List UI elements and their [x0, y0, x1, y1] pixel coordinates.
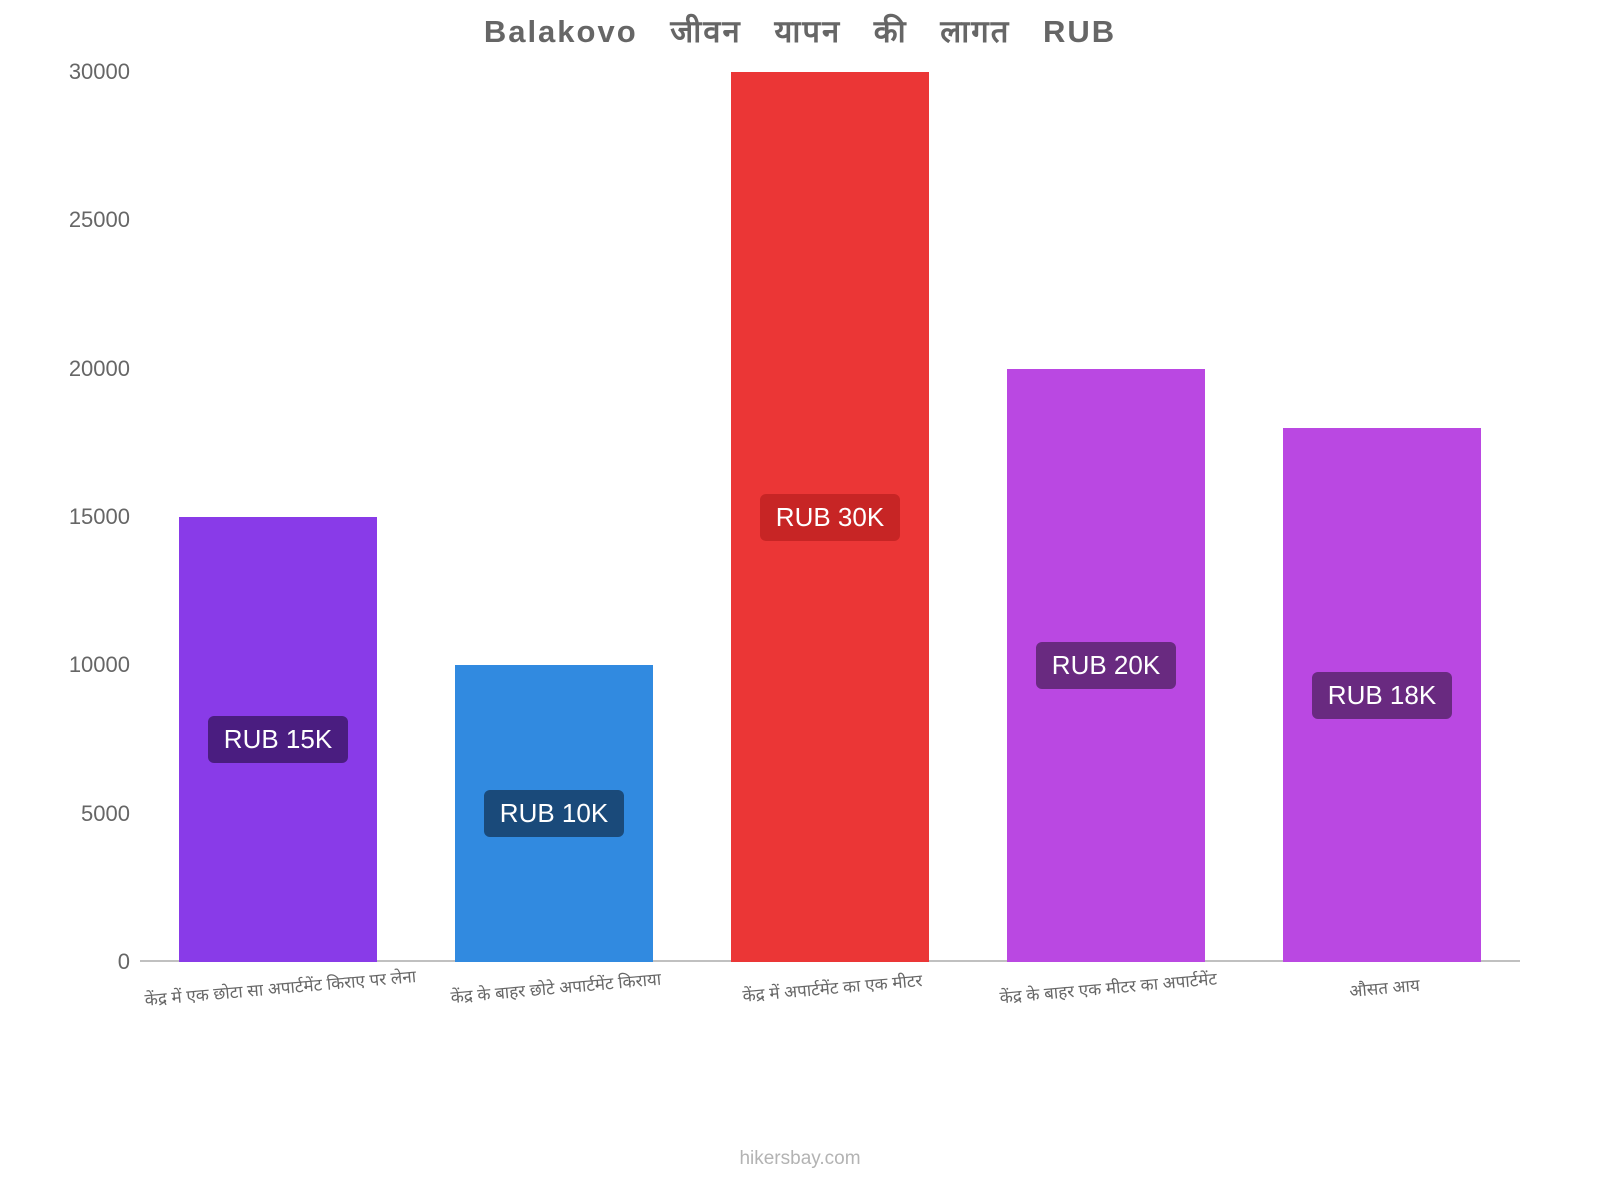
- x-label-cell: केंद्र के बाहर छोटे अपार्टमेंट किराया: [416, 962, 692, 999]
- y-axis: 050001000015000200002500030000: [40, 72, 130, 962]
- bar: RUB 15K: [179, 517, 378, 962]
- chart-title: Balakovo जीवन यापन की लागत RUB: [40, 10, 1560, 52]
- bars-container: RUB 15K RUB 10K RUB 30K RUB 20K RUB 18K: [140, 72, 1520, 962]
- y-tick-label: 20000: [40, 356, 130, 382]
- bar-value-label: RUB 20K: [1036, 642, 1176, 689]
- bar: RUB 30K: [731, 72, 930, 962]
- bar-value-label: RUB 18K: [1312, 672, 1452, 719]
- x-label-cell: केंद्र में एक छोटा सा अपार्टमेंट किराए प…: [140, 962, 416, 999]
- x-axis-labels: केंद्र में एक छोटा सा अपार्टमेंट किराए प…: [140, 962, 1520, 999]
- x-label-cell: औसत आय: [1244, 962, 1520, 999]
- y-tick-label: 10000: [40, 652, 130, 678]
- bar-value-label: RUB 15K: [208, 716, 348, 763]
- watermark: hikersbay.com: [0, 1148, 1600, 1170]
- x-tick-label: औसत आय: [1347, 959, 1420, 1002]
- plot-area: 050001000015000200002500030000 RUB 15KRU…: [140, 72, 1520, 962]
- y-tick-label: 5000: [40, 801, 130, 827]
- bar: RUB 18K: [1283, 428, 1482, 962]
- y-tick-label: 15000: [40, 504, 130, 530]
- x-label-cell: केंद्र में अपार्टमेंट का एक मीटर: [692, 962, 968, 999]
- bar-slot: RUB 15K: [140, 72, 416, 962]
- bar-value-label: RUB 30K: [760, 494, 900, 541]
- x-tick-label: केंद्र में अपार्टमेंट का एक मीटर: [740, 954, 923, 1007]
- y-tick-label: 0: [40, 949, 130, 975]
- bar-slot: RUB 10K: [416, 72, 692, 962]
- bar: RUB 10K: [455, 665, 654, 962]
- y-tick-label: 30000: [40, 59, 130, 85]
- bar-slot: RUB 20K: [968, 72, 1244, 962]
- bar-slot: RUB 30K: [692, 72, 968, 962]
- bar: RUB 20K: [1007, 369, 1206, 962]
- bar-chart: Balakovo जीवन यापन की लागत RUB 050001000…: [40, 10, 1560, 1110]
- x-label-cell: केंद्र के बाहर एक मीटर का अपार्टमेंट: [968, 962, 1244, 999]
- bar-slot: RUB 18K: [1244, 72, 1520, 962]
- y-tick-label: 25000: [40, 207, 130, 233]
- x-tick-label: केंद्र के बाहर छोटे अपार्टमेंट किराया: [449, 953, 663, 1008]
- bar-value-label: RUB 10K: [484, 790, 624, 837]
